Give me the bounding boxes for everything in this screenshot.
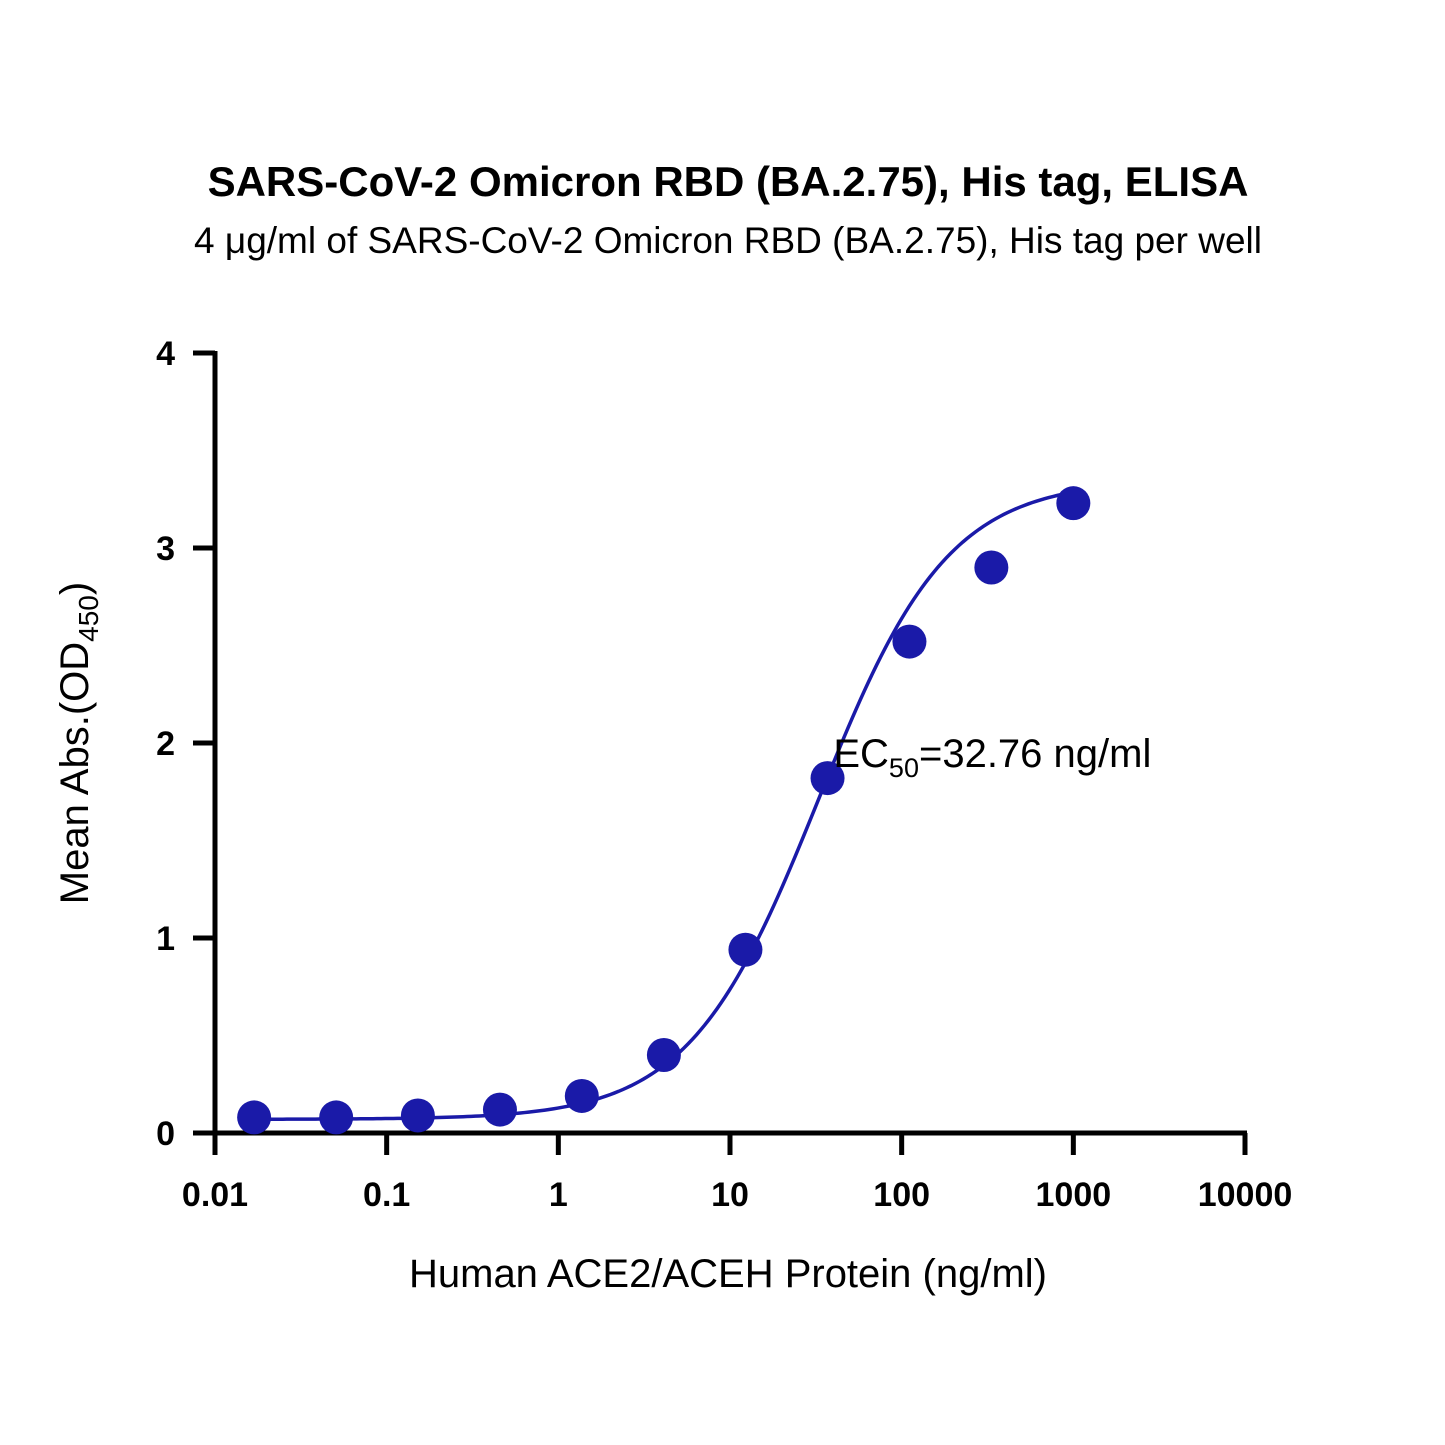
ec50-annotation: EC50=32.76 ng/ml	[833, 732, 1151, 783]
data-point	[237, 1100, 272, 1135]
x-tick-label: 0.01	[182, 1176, 248, 1214]
data-point	[1056, 486, 1091, 521]
chart-title: SARS-CoV-2 Omicron RBD (BA.2.75), His ta…	[208, 158, 1249, 205]
y-axis-label: Mean Abs.(OD450)	[53, 582, 104, 904]
data-point	[728, 932, 763, 967]
y-ticks: 0 1 2 3 4	[156, 335, 215, 1153]
data-point	[482, 1092, 517, 1127]
ec50-subscript: 50	[889, 753, 919, 783]
x-tick-label: 0.1	[363, 1176, 410, 1214]
fit-curve	[254, 490, 1074, 1121]
x-axis-label: Human ACE2/ACEH Protein (ng/ml)	[409, 1252, 1047, 1296]
x-tick-label: 10000	[1198, 1176, 1293, 1214]
y-tick-label: 3	[156, 530, 175, 568]
x-tick-label: 1	[549, 1176, 568, 1214]
x-tick-label: 10	[711, 1176, 749, 1214]
ec50-prefix: EC	[833, 732, 889, 776]
y-tick-label: 0	[156, 1115, 175, 1153]
data-point	[892, 624, 927, 659]
y-axis-label-main: Mean Abs.(OD	[53, 642, 97, 904]
data-points	[237, 486, 1091, 1135]
data-point	[974, 550, 1009, 585]
y-tick-label: 1	[156, 920, 175, 958]
ec50-value: =32.76 ng/ml	[919, 732, 1151, 776]
data-point	[646, 1038, 681, 1072]
data-point	[319, 1100, 354, 1135]
y-axis-label-sub: 450	[73, 595, 104, 642]
chart-subtitle: 4 μg/ml of SARS-CoV-2 Omicron RBD (BA.2.…	[194, 220, 1262, 261]
data-point	[400, 1098, 435, 1133]
x-ticks: 0.01 0.1 1 10 100 1000 10000	[182, 1133, 1292, 1214]
data-point	[810, 761, 845, 796]
y-tick-label: 2	[156, 725, 175, 763]
y-tick-label: 4	[156, 335, 175, 373]
y-axis-label-end: )	[53, 582, 97, 595]
x-tick-label: 100	[873, 1176, 930, 1214]
data-point	[564, 1078, 599, 1113]
x-tick-label: 1000	[1036, 1176, 1112, 1214]
